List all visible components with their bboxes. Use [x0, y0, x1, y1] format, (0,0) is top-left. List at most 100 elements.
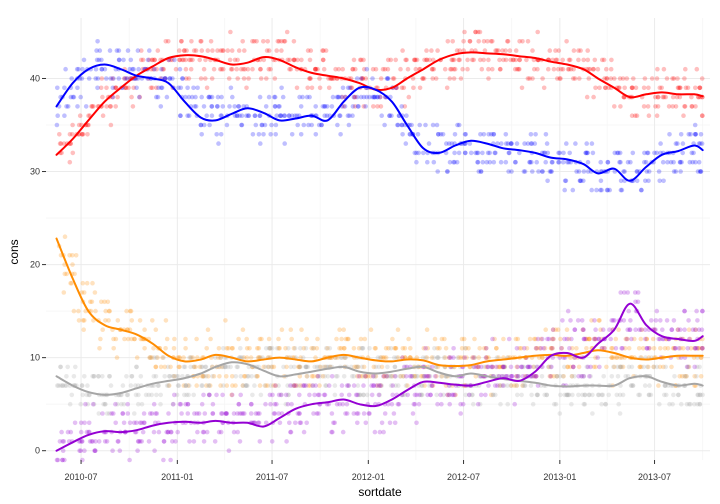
scatter-point [361, 374, 367, 379]
scatter-point [372, 94, 377, 100]
scatter-point [593, 355, 598, 360]
scatter-point [444, 85, 450, 91]
scatter-point [203, 364, 209, 370]
scatter-point [636, 392, 641, 398]
scatter-point [429, 364, 435, 370]
scatter-point [223, 318, 228, 323]
scatter-point [219, 94, 224, 100]
scatter-point [297, 392, 302, 398]
scatter-point [286, 346, 291, 351]
scatter-point [654, 308, 660, 314]
scatter-point [535, 346, 540, 351]
scatter-point [188, 355, 193, 360]
scatter-point [359, 364, 365, 370]
scatter-point [467, 392, 472, 398]
scatter-point [585, 169, 591, 174]
scatter-point [401, 374, 406, 379]
scatter-point [231, 429, 237, 435]
scatter-point [359, 76, 365, 81]
scatter-point [333, 66, 338, 72]
scatter-point [333, 374, 339, 379]
scatter-point [104, 85, 109, 91]
scatter-point [452, 66, 458, 72]
scatter-point [645, 364, 650, 370]
scatter-point [462, 150, 468, 156]
scatter-point [121, 401, 127, 407]
scatter-point [168, 57, 173, 63]
scatter-point [608, 336, 613, 342]
scatter-point [399, 122, 405, 128]
scatter-point [297, 420, 303, 426]
scatter-point [417, 392, 422, 398]
scatter-point [456, 355, 462, 360]
scatter-point [673, 104, 679, 109]
scatter-point [191, 364, 197, 370]
scatter-point [675, 76, 680, 81]
scatter-point [499, 364, 505, 370]
scatter-point [430, 66, 435, 72]
scatter-point [80, 66, 85, 72]
scatter-point [275, 39, 281, 44]
scatter-point [608, 76, 614, 81]
scatter-point [193, 48, 199, 53]
scatter-point [533, 374, 539, 379]
scatter-point [684, 364, 690, 370]
scatter-point [85, 401, 91, 407]
scatter-point [584, 364, 590, 370]
scatter-point [385, 364, 390, 370]
scatter-point [246, 374, 251, 379]
scatter-point [148, 355, 153, 360]
scatter-point [435, 346, 440, 351]
scatter-point [266, 66, 272, 72]
scatter-point [227, 104, 232, 109]
scatter-point [599, 392, 605, 398]
scatter-point [216, 141, 221, 146]
scatter-point [601, 346, 607, 351]
scatter-point [71, 374, 77, 379]
scatter-point [166, 383, 171, 388]
scatter-point [544, 392, 549, 398]
scatter-point [544, 392, 550, 398]
scatter-point [229, 48, 235, 53]
scatter-point [593, 85, 598, 91]
scatter-point [134, 364, 139, 370]
scatter-point [384, 374, 390, 379]
scatter-point [514, 141, 520, 146]
scatter-point [107, 411, 112, 416]
scatter-point [452, 392, 458, 398]
scatter-point [115, 318, 121, 323]
scatter-point [598, 178, 604, 184]
scatter-point [547, 374, 553, 379]
scatter-point [239, 113, 245, 118]
scatter-point [417, 122, 423, 128]
scatter-point [565, 66, 571, 72]
scatter-point [421, 374, 427, 379]
scatter-point [568, 364, 573, 370]
scatter-point [454, 159, 460, 165]
scatter-point [463, 346, 468, 351]
scatter-point [351, 411, 357, 416]
scatter-point [182, 364, 188, 370]
scatter-point [697, 401, 703, 407]
scatter-point [586, 76, 592, 81]
scatter-point [512, 66, 518, 72]
scatter-point [600, 327, 606, 333]
scatter-point [378, 383, 384, 388]
scatter-point [560, 57, 565, 63]
scatter-point [609, 355, 614, 360]
scatter-point [616, 327, 621, 333]
scatter-point [149, 355, 155, 360]
scatter-point [159, 66, 164, 72]
scatter-point [658, 318, 663, 323]
scatter-point [546, 364, 552, 370]
scatter-point [274, 346, 280, 351]
scatter-point [139, 401, 145, 407]
scatter-point [497, 383, 503, 388]
scatter-point [340, 85, 346, 91]
scatter-point [190, 57, 195, 63]
scatter-point [288, 327, 294, 333]
scatter-point [601, 57, 607, 63]
scatter-point [399, 85, 405, 91]
scatter-point [256, 346, 262, 351]
scatter-point [181, 57, 186, 63]
